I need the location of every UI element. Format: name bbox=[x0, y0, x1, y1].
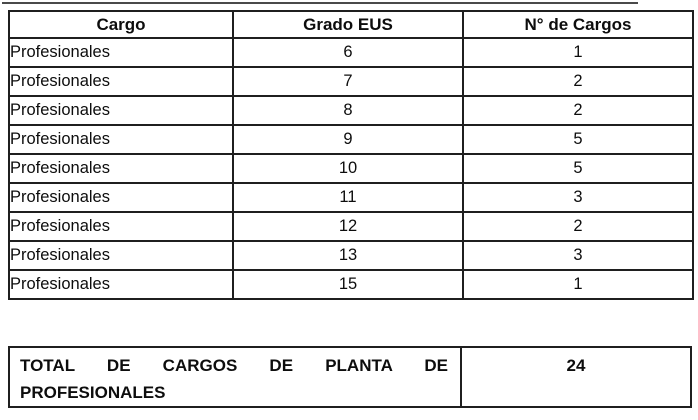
cell-grado-eus: 15 bbox=[232, 269, 464, 300]
cell-cargo: Profesionales bbox=[8, 37, 234, 68]
cell-grado-eus: 8 bbox=[232, 95, 464, 126]
table-row: Profesionales 8 2 bbox=[8, 95, 694, 126]
cell-cargo: Profesionales bbox=[8, 124, 234, 155]
cell-cargo: Profesionales bbox=[8, 240, 234, 271]
table-row: Profesionales 7 2 bbox=[8, 66, 694, 97]
cell-cargo: Profesionales bbox=[8, 269, 234, 300]
cargo-grado-table: Cargo Grado EUS N° de Cargos Profesional… bbox=[8, 10, 694, 300]
table-row: Profesionales 9 5 bbox=[8, 124, 694, 155]
cell-cargo: Profesionales bbox=[8, 211, 234, 242]
cell-grado-eus: 9 bbox=[232, 124, 464, 155]
cell-num-cargos: 3 bbox=[462, 240, 694, 271]
cell-cargo: Profesionales bbox=[8, 153, 234, 184]
cell-num-cargos: 1 bbox=[462, 269, 694, 300]
cell-grado-eus: 6 bbox=[232, 37, 464, 68]
cell-num-cargos: 2 bbox=[462, 95, 694, 126]
total-label-line1: TOTAL DE CARGOS DE PLANTA DE bbox=[20, 356, 448, 375]
cell-cargo: Profesionales bbox=[8, 95, 234, 126]
total-table: TOTAL DE CARGOS DE PLANTA DE PROFESIONAL… bbox=[8, 346, 692, 408]
cell-cargo: Profesionales bbox=[8, 182, 234, 213]
header-num-cargos: N° de Cargos bbox=[462, 10, 694, 39]
total-label-line2: PROFESIONALES bbox=[20, 383, 166, 402]
total-label-cell: TOTAL DE CARGOS DE PLANTA DE PROFESIONAL… bbox=[10, 348, 462, 406]
cell-num-cargos: 1 bbox=[462, 37, 694, 68]
table-row: Profesionales 6 1 bbox=[8, 37, 694, 68]
cell-num-cargos: 3 bbox=[462, 182, 694, 213]
cell-num-cargos: 2 bbox=[462, 66, 694, 97]
table-body: Profesionales 6 1 Profesionales 7 2 Profesiona… bbox=[8, 37, 694, 300]
table-row: Profesionales 15 1 bbox=[8, 269, 694, 300]
table-row: Profesionales 12 2 bbox=[8, 211, 694, 242]
table-row: Profesionales 11 3 bbox=[8, 182, 694, 213]
cell-grado-eus: 13 bbox=[232, 240, 464, 271]
cell-num-cargos: 5 bbox=[462, 124, 694, 155]
header-row: Cargo Grado EUS N° de Cargos bbox=[8, 10, 694, 39]
cell-grado-eus: 11 bbox=[232, 182, 464, 213]
cell-grado-eus: 12 bbox=[232, 211, 464, 242]
header-cargo: Cargo bbox=[8, 10, 234, 39]
table-row: Profesionales 13 3 bbox=[8, 240, 694, 271]
cell-grado-eus: 7 bbox=[232, 66, 464, 97]
scan-artifact-line bbox=[2, 2, 638, 4]
table-row: Profesionales 10 5 bbox=[8, 153, 694, 184]
total-value-cell: 24 bbox=[462, 348, 690, 406]
cell-grado-eus: 10 bbox=[232, 153, 464, 184]
cell-num-cargos: 2 bbox=[462, 211, 694, 242]
cell-cargo: Profesionales bbox=[8, 66, 234, 97]
total-value: 24 bbox=[566, 356, 586, 375]
header-grado-eus: Grado EUS bbox=[232, 10, 464, 39]
cell-num-cargos: 5 bbox=[462, 153, 694, 184]
